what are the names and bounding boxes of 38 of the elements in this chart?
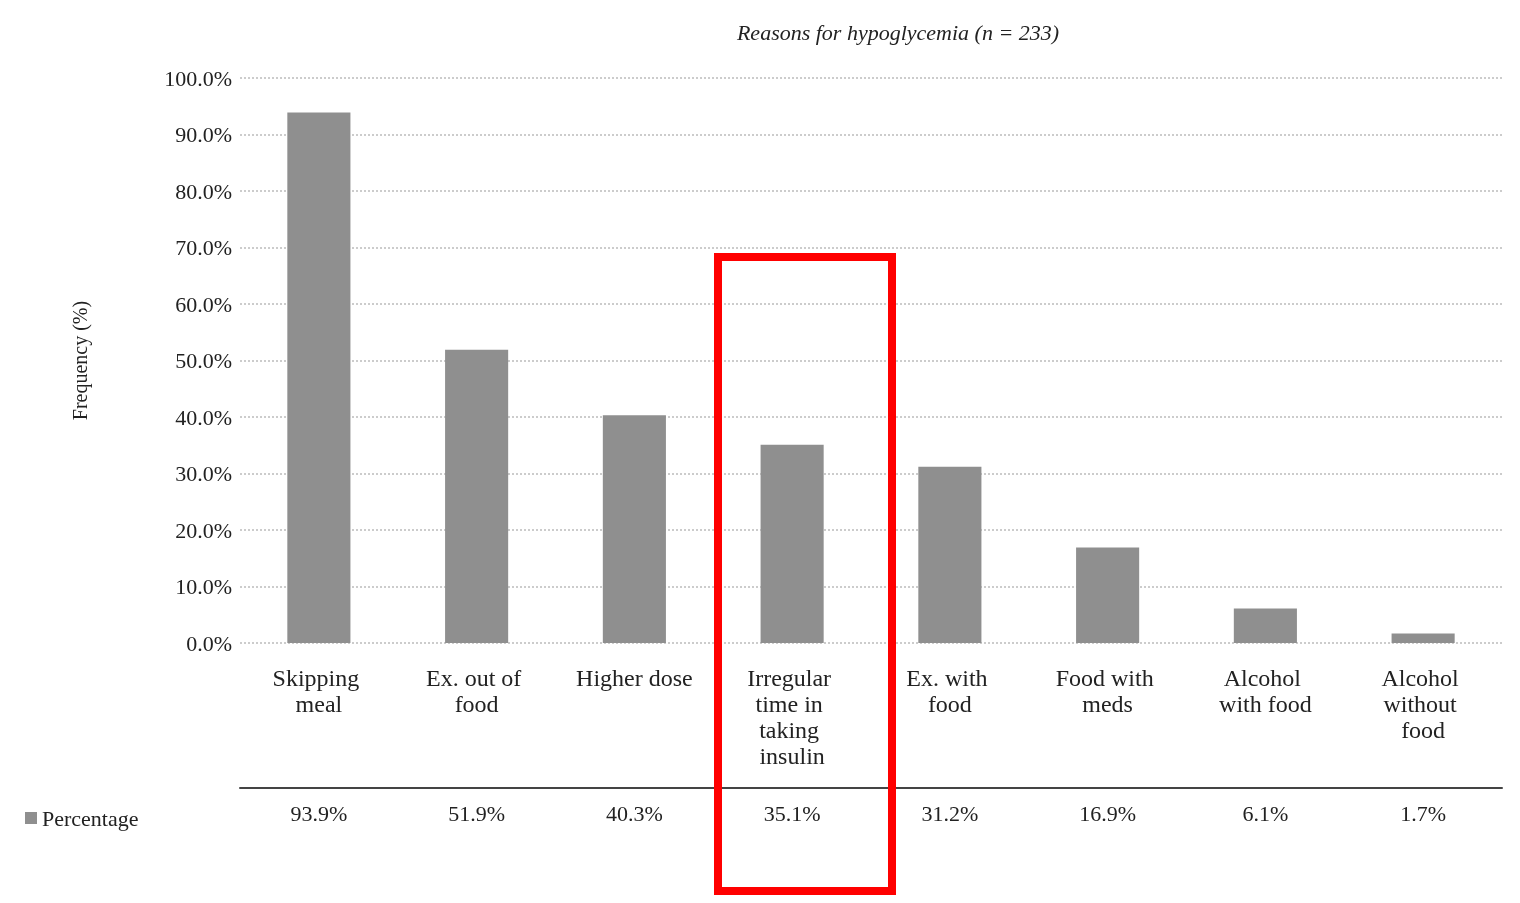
- data-label: 1.7%: [1400, 800, 1447, 826]
- y-tick-label: 60.0%: [175, 291, 232, 317]
- x-tick-label: Irregular time in taking insulin: [747, 665, 838, 769]
- y-tick-label: 0.0%: [186, 630, 232, 656]
- bar: [445, 349, 509, 643]
- data-label: 31.2%: [921, 800, 979, 826]
- bar: [760, 444, 824, 643]
- y-axis-title: Frequency (%): [69, 300, 92, 421]
- y-tick-label: 20.0%: [175, 517, 232, 543]
- x-tick-label: Higher dose: [576, 665, 693, 691]
- chart-title: Reasons for hypoglycemia (n = 233): [735, 19, 1060, 45]
- x-tick-label: Skipping meal: [272, 665, 366, 717]
- bar: [602, 415, 666, 643]
- y-tick-label: 50.0%: [175, 348, 232, 373]
- data-label: 35.1%: [763, 800, 821, 826]
- x-tick-label: Alcohol with food: [1219, 665, 1312, 717]
- bar: [287, 112, 351, 643]
- y-tick-label: 100.0%: [164, 65, 232, 91]
- data-label: 16.9%: [1079, 800, 1137, 826]
- y-tick-label: 40.0%: [175, 404, 232, 430]
- x-tick-label: Ex. with food: [906, 665, 994, 717]
- x-tick-label: Alcohol without food: [1381, 665, 1465, 743]
- data-label: 6.1%: [1242, 800, 1289, 826]
- y-tick-label: 10.0%: [175, 574, 232, 599]
- legend-label: Percentage: [42, 805, 139, 831]
- data-label: 40.3%: [605, 800, 663, 826]
- x-tick-label: Ex. out of food: [425, 665, 528, 717]
- y-tick-label: 30.0%: [175, 461, 232, 486]
- data-label: 51.9%: [448, 800, 506, 826]
- bar: [1233, 608, 1297, 643]
- bar: [1391, 633, 1455, 643]
- y-tick-label: 90.0%: [175, 122, 232, 147]
- y-tick-label: 80.0%: [175, 178, 232, 204]
- bar: [918, 466, 982, 643]
- y-tick-label: 70.0%: [175, 235, 232, 260]
- x-tick-label: Food with meds: [1055, 665, 1160, 717]
- bar: [1076, 547, 1140, 643]
- data-label: 93.9%: [290, 800, 348, 826]
